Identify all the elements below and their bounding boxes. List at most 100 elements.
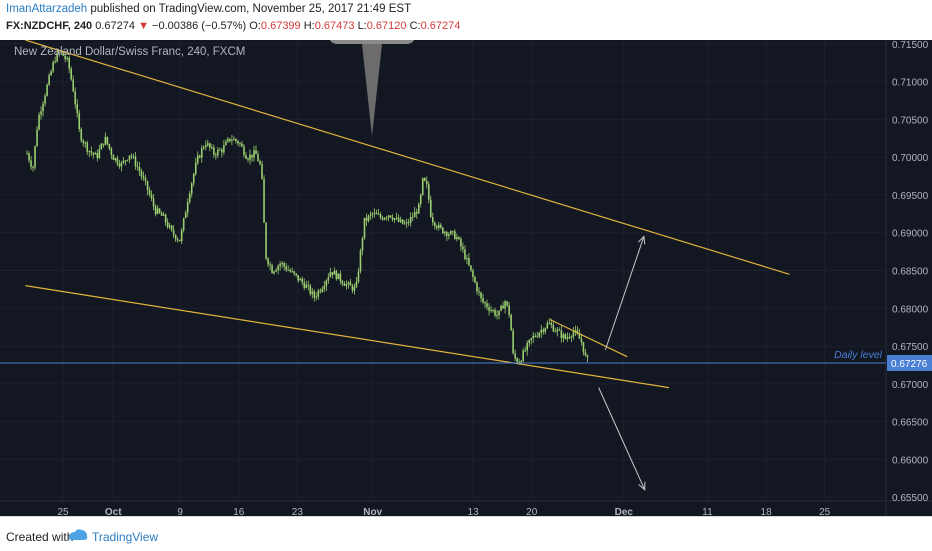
open-label: O: — [249, 20, 261, 32]
candle-body — [72, 79, 75, 92]
candle-body — [466, 258, 468, 260]
candle-body — [293, 271, 295, 274]
time-axis[interactable]: 25 Oct 9 16 23 Nov 13 20 Dec 11 18 25 — [57, 507, 830, 516]
candle-body — [540, 329, 543, 333]
tradingview-brand-link[interactable]: TradingView — [92, 530, 159, 544]
candle-body — [413, 212, 416, 218]
candle-body — [255, 150, 257, 155]
candle-body — [411, 217, 414, 219]
candle-body — [170, 225, 173, 230]
candle-body — [496, 315, 498, 317]
candle-body — [433, 222, 436, 227]
candle-body — [550, 323, 553, 326]
price-axis[interactable]: 0.71500 0.71000 0.70500 0.70000 0.69500 0.690… — [887, 40, 932, 504]
candle-body — [440, 224, 442, 228]
price-tick-label: 0.70500 — [892, 115, 929, 126]
candle-body — [26, 153, 28, 155]
candle-body — [277, 265, 279, 270]
candle-body — [361, 238, 364, 251]
author-link[interactable]: ImanAttarzadeh — [6, 3, 88, 15]
candle-body — [58, 52, 60, 54]
candle-body — [566, 337, 569, 339]
candle-body — [474, 277, 476, 283]
candle-body — [341, 281, 344, 284]
candle-body — [247, 158, 249, 160]
candle-body — [243, 146, 245, 156]
candle-body — [267, 258, 269, 265]
candle-body — [50, 71, 52, 76]
candle-body — [104, 136, 107, 145]
candle-body — [245, 155, 247, 159]
tradingview-logo-icon[interactable] — [67, 528, 89, 542]
candle-body — [120, 162, 123, 167]
price-tick-label: 0.69000 — [892, 229, 929, 240]
candle-body — [146, 181, 149, 191]
lower-channel-trendline[interactable] — [25, 285, 670, 389]
candle-body — [572, 331, 575, 337]
low-label: L: — [357, 20, 367, 32]
candle-body — [160, 212, 163, 216]
candle-body — [76, 104, 79, 114]
price-chart[interactable]: Daily level 0.71500 0.71000 0.70500 0.70000… — [0, 40, 932, 516]
candle-body — [239, 143, 241, 145]
candle-body — [363, 217, 366, 239]
candle-body — [215, 154, 217, 156]
candle-body — [347, 282, 350, 285]
candle-body — [202, 147, 205, 149]
symbol-label[interactable]: FX:NZDCHF, 240 — [6, 20, 93, 32]
time-tick-label: 20 — [526, 507, 538, 516]
candle-body — [269, 264, 271, 266]
time-tick-label: 11 — [702, 507, 713, 516]
candle-body — [482, 297, 484, 303]
candle-body — [520, 361, 522, 364]
time-tick-label: Nov — [363, 507, 382, 516]
up-arrow-line[interactable] — [604, 236, 645, 351]
price-tick-label: 0.68500 — [892, 267, 929, 278]
candle-body — [387, 215, 390, 218]
candle-body — [480, 292, 482, 298]
candle-body — [556, 329, 559, 332]
publish-pointer — [330, 40, 414, 44]
candle-body — [419, 194, 422, 204]
candle-body — [321, 288, 324, 292]
wedge-top-trendline[interactable] — [549, 319, 628, 358]
candle-body — [377, 214, 380, 216]
candle-body — [301, 278, 304, 283]
candle-body — [516, 358, 518, 362]
candle-body — [128, 155, 131, 160]
candle-body — [576, 330, 579, 334]
change-value: −0.00386 (−0.57%) — [152, 20, 247, 32]
candle-body — [568, 337, 571, 339]
close-value: 0.67274 — [420, 20, 461, 32]
candle-body — [375, 212, 378, 215]
candle-body — [136, 166, 139, 168]
time-tick-label: 18 — [761, 507, 773, 516]
down-arrow-line[interactable] — [598, 387, 646, 490]
candle-body — [512, 330, 514, 354]
down-arrow-head-icon — [638, 481, 646, 491]
candle-body — [176, 239, 179, 241]
chart-header: ImanAttarzadeh published on TradingView.… — [0, 0, 932, 40]
candle-body — [526, 342, 529, 351]
candle-body — [140, 171, 143, 177]
candle-body — [542, 329, 545, 332]
candle-body — [102, 143, 105, 145]
candle-body — [265, 222, 267, 259]
candle-body — [492, 310, 494, 312]
candle-body — [88, 151, 91, 153]
candle-body — [333, 270, 336, 275]
candle-body — [82, 140, 85, 143]
candle-body — [369, 214, 372, 216]
ohlc-line: FX:NZDCHF, 240 0.67274 ▼ −0.00386 (−0.57… — [6, 20, 460, 32]
candle-body — [62, 51, 64, 56]
candle-body — [84, 142, 87, 144]
candle-body — [353, 286, 356, 291]
candle-body — [68, 57, 70, 69]
candle-body — [494, 310, 496, 316]
candle-body — [196, 155, 199, 163]
candle-body — [180, 230, 183, 242]
candle-body — [393, 218, 396, 220]
candle-body — [261, 164, 263, 179]
upper-channel-trendline[interactable] — [25, 40, 790, 275]
candle-body — [188, 193, 191, 203]
